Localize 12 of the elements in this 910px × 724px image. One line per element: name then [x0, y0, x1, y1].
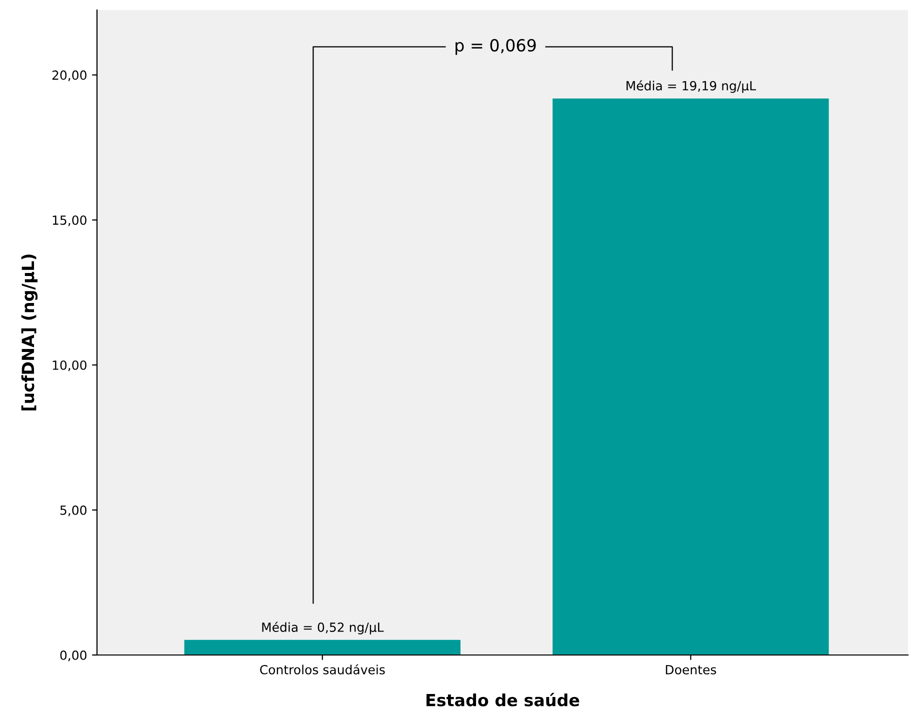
x-tick-label: Controlos saudáveis [260, 664, 385, 674]
x-axis-title: Estado de saúde [426, 692, 580, 706]
y-tick-label: 5,00 [60, 505, 86, 516]
data-label: Média = 19,19 ng/µL [626, 80, 756, 93]
data-label: Média = 0,52 ng/µL [262, 622, 384, 634]
annotation: p = 0,069 [456, 38, 536, 55]
y-tick-label: 20,00 [52, 70, 86, 82]
y-tick-label: 0,00 [60, 650, 86, 662]
y-axis-title: [ucfDNA] (ng/µL) [21, 254, 38, 410]
x-tick-label: Doentes [666, 665, 716, 674]
y-tick-label: 10,00 [52, 360, 86, 372]
y-tick-label: 15,00 [52, 215, 86, 226]
